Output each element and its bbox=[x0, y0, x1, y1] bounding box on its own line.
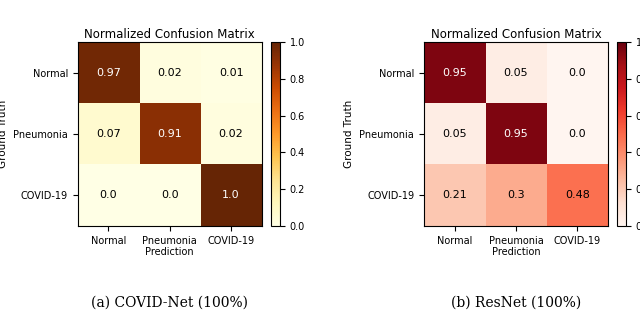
Text: 0.05: 0.05 bbox=[442, 129, 467, 139]
Text: (b) ResNet (100%): (b) ResNet (100%) bbox=[451, 296, 581, 310]
Text: 0.97: 0.97 bbox=[96, 68, 121, 78]
Text: 0.0: 0.0 bbox=[568, 129, 586, 139]
Text: 0.48: 0.48 bbox=[565, 191, 589, 200]
Text: 0.05: 0.05 bbox=[504, 68, 528, 78]
Text: 0.0: 0.0 bbox=[568, 68, 586, 78]
Text: 0.91: 0.91 bbox=[157, 129, 182, 139]
Text: 0.07: 0.07 bbox=[96, 129, 121, 139]
Y-axis label: Ground Truth: Ground Truth bbox=[344, 100, 354, 168]
Text: 0.95: 0.95 bbox=[504, 129, 528, 139]
Text: 0.0: 0.0 bbox=[161, 191, 179, 200]
Title: Normalized Confusion Matrix: Normalized Confusion Matrix bbox=[84, 28, 255, 41]
Text: 0.0: 0.0 bbox=[100, 191, 117, 200]
Text: 0.3: 0.3 bbox=[507, 191, 525, 200]
Y-axis label: Ground Truth: Ground Truth bbox=[0, 100, 8, 168]
Text: 0.01: 0.01 bbox=[219, 68, 243, 78]
Text: 0.95: 0.95 bbox=[442, 68, 467, 78]
Text: 0.21: 0.21 bbox=[442, 191, 467, 200]
Text: 0.02: 0.02 bbox=[157, 68, 182, 78]
Text: 0.02: 0.02 bbox=[219, 129, 243, 139]
Text: 1.0: 1.0 bbox=[222, 191, 240, 200]
Title: Normalized Confusion Matrix: Normalized Confusion Matrix bbox=[431, 28, 602, 41]
Text: (a) COVID-Net (100%): (a) COVID-Net (100%) bbox=[92, 296, 248, 310]
